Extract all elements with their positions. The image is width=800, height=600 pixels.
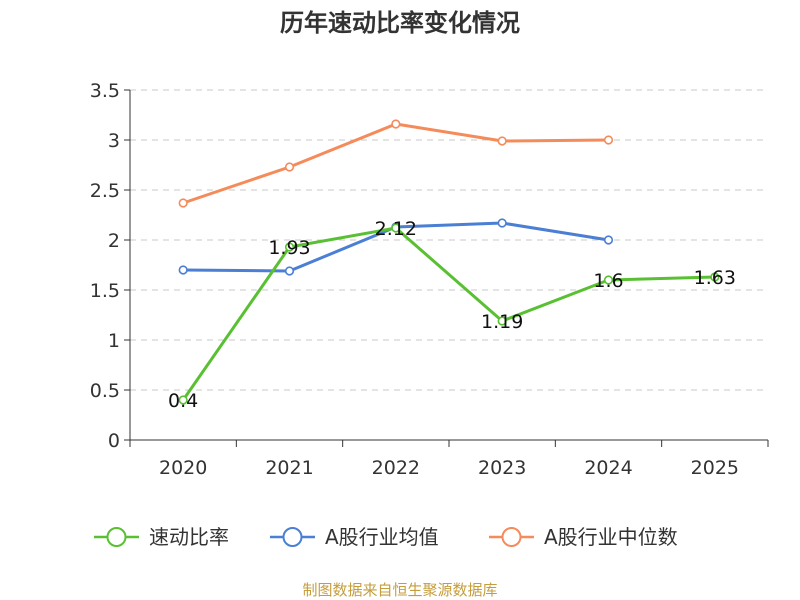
series-0 xyxy=(178,223,720,405)
grid-lines xyxy=(130,89,768,391)
data-label: 1.6 xyxy=(593,270,623,292)
data-point xyxy=(284,242,295,252)
legend-marker xyxy=(106,527,127,547)
data-point xyxy=(178,198,188,208)
data-point xyxy=(497,136,507,146)
axes: 0 0.5 1 1.5 2 2.5 3 3.5 2020 2021 2022 2023 2024 2025 xyxy=(90,80,769,479)
chart-title: 历年速动比率变化情况 xyxy=(280,9,520,37)
data-label: 0.4 xyxy=(168,390,198,412)
legend[interactable]: 速动比率 A股行业均值 A股行业中位数 xyxy=(94,525,678,549)
y-tick-label: 1 xyxy=(108,330,120,352)
legend-label: A股行业中位数 xyxy=(544,525,678,549)
data-point xyxy=(603,135,614,145)
data-label: 2.12 xyxy=(375,218,417,240)
x-tick-label: 2024 xyxy=(584,457,632,479)
data-point xyxy=(391,223,401,233)
data-point xyxy=(391,119,401,129)
y-tick-label: 0.5 xyxy=(90,380,120,402)
data-point xyxy=(497,316,507,326)
y-tick-label: 2 xyxy=(108,230,120,252)
y-tick-label: 2.5 xyxy=(90,180,120,202)
legend-item-0[interactable]: 速动比率 xyxy=(94,525,229,549)
series-layer xyxy=(178,119,720,405)
legend-label: A股行业均值 xyxy=(325,525,439,549)
data-point xyxy=(497,218,507,228)
legend-label: 速动比率 xyxy=(149,525,229,549)
legend-item-2[interactable]: A股行业中位数 xyxy=(489,525,678,549)
y-tick-label: 0 xyxy=(108,430,120,452)
data-point xyxy=(284,162,295,172)
data-point xyxy=(178,265,188,275)
source-note: 制图数据来自恒生聚源数据库 xyxy=(302,581,497,599)
legend-item-1[interactable]: A股行业均值 xyxy=(270,525,439,549)
x-tick-label: 2023 xyxy=(478,457,526,479)
legend-marker xyxy=(282,527,303,547)
data-label: 1.93 xyxy=(268,237,310,259)
series-line xyxy=(182,122,609,205)
legend-marker xyxy=(501,527,522,547)
data-point xyxy=(284,266,295,276)
y-tick-label: 1.5 xyxy=(90,280,120,302)
data-label: 1.63 xyxy=(694,267,736,289)
data-label: 1.19 xyxy=(481,311,523,333)
series-line xyxy=(181,226,715,401)
series-2 xyxy=(178,119,614,208)
x-tick-label: 2022 xyxy=(372,457,420,479)
x-tick-label: 2025 xyxy=(691,457,739,479)
data-point xyxy=(710,272,720,282)
data-point xyxy=(178,395,188,405)
x-tick-label: 2020 xyxy=(159,457,207,479)
y-tick-label: 3.5 xyxy=(90,80,120,102)
data-point xyxy=(603,235,614,245)
data-point xyxy=(603,275,614,285)
x-tick-label: 2021 xyxy=(265,457,313,479)
data-labels: 0.4 1.93 2.12 1.19 1.6 1.63 xyxy=(168,218,736,412)
y-tick-label: 3 xyxy=(108,130,120,152)
